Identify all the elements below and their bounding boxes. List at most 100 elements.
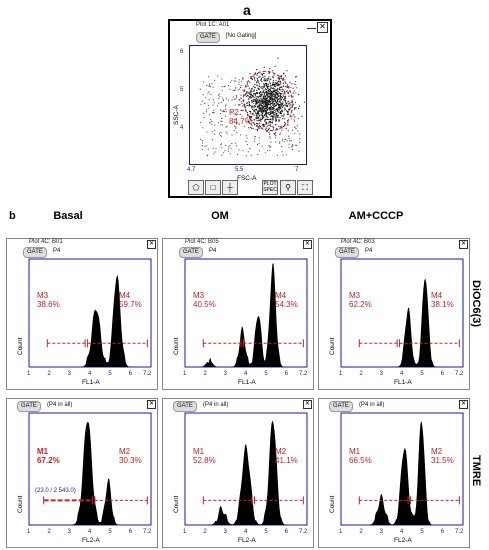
- histogram-window-dioc-am: Plot 4C: B03 GATE P4 ✕ 1 2 3 4 5 6 7.2 FL1-A Count M3…: [318, 238, 470, 390]
- rect-icon[interactable]: □: [205, 180, 221, 195]
- histogram-svg[interactable]: 1 2 3 4 5 6 7.2 FL2-A Count: [319, 399, 469, 547]
- marker-name: M3: [193, 291, 205, 301]
- xtick: 6: [285, 529, 289, 535]
- x-axis-label: FL1-A: [238, 379, 256, 386]
- xtick: 7.2: [299, 529, 308, 535]
- fit-icon[interactable]: ⛶: [297, 180, 313, 195]
- xtick: 6: [441, 529, 445, 535]
- quadrant-icon[interactable]: ┼: [222, 180, 238, 195]
- xtick: 7.2: [143, 529, 152, 535]
- xtick: 5: [264, 371, 268, 377]
- xtick: 2: [47, 371, 51, 377]
- gate-button[interactable]: GATE: [173, 401, 197, 412]
- panel-a-xticks: 4.7 5.5 7 FSC-A: [187, 167, 299, 182]
- close-icon[interactable]: ✕: [459, 240, 468, 249]
- close-icon[interactable]: ✕: [147, 240, 156, 249]
- close-icon[interactable]: ✕: [147, 400, 156, 409]
- xtick: 1: [183, 529, 187, 535]
- marker-name: M4: [275, 291, 287, 301]
- histogram-window-tmre-basal: GATE (P4 in all) ✕ 1 2 3 4 5 6 7.2 FL2-A Count M1 67.…: [6, 398, 158, 548]
- gate-button[interactable]: GATE: [335, 247, 359, 258]
- histogram-title: Plot 4C: B01: [29, 239, 63, 245]
- scatter-plot[interactable]: [189, 44, 307, 165]
- histogram-svg[interactable]: 1 2 3 4 5 6 7.2 FL1-A Count: [319, 239, 469, 389]
- gate-button[interactable]: GATE: [179, 247, 203, 258]
- xtick: 2: [203, 529, 207, 535]
- x-axis-label: FSC-A: [237, 175, 257, 182]
- xtick: 7.2: [455, 371, 464, 377]
- marker-pct: 38.6%: [37, 300, 60, 310]
- zoom-icon[interactable]: ⚲: [280, 180, 296, 195]
- histogram-svg[interactable]: 1 2 3 4 5 6 7.2 FL2-A Count: [7, 399, 157, 547]
- gate-button[interactable]: GATE: [23, 247, 47, 258]
- polygon-icon[interactable]: ⬠: [188, 180, 204, 195]
- xtick: 7: [295, 167, 299, 173]
- gate-button[interactable]: GATE: [17, 401, 41, 412]
- panel-a-yticks: 6 5 4 SSC-A: [173, 49, 184, 131]
- xtick: 1: [27, 529, 31, 535]
- close-icon[interactable]: ✕: [459, 400, 468, 409]
- y-axis-label: Count: [329, 495, 336, 513]
- xtick: 1: [183, 371, 187, 377]
- marker-pct: 41.1%: [275, 455, 298, 465]
- histogram-svg[interactable]: 1 2 3 4 5 6 7.2 FL1-A Count: [7, 239, 157, 389]
- left-marker-label: M3 62.2%: [349, 291, 372, 309]
- p2-gate-ellipse[interactable]: [237, 66, 299, 136]
- gate-value: P4: [365, 248, 373, 254]
- y-axis-label: Count: [17, 337, 24, 355]
- gate-value: (P4 in all): [359, 402, 385, 408]
- histogram-svg[interactable]: 1 2 3 4 5 6 7.2 FL2-A Count: [163, 399, 313, 547]
- xtick: 4.7: [187, 167, 196, 173]
- p2-gate-label: P2 84.7%: [229, 108, 252, 126]
- cursor-readout: (23.0 / 2 543.0): [35, 488, 76, 495]
- plot-frame: [184, 258, 308, 368]
- marker-name: M3: [37, 291, 49, 301]
- xtick: 6: [129, 529, 133, 535]
- xtick: 2: [47, 529, 51, 535]
- xtick: 1: [339, 529, 343, 535]
- xtick: 2: [359, 529, 363, 535]
- close-icon[interactable]: ✕: [303, 400, 312, 409]
- marker-pct: 52.8%: [193, 455, 216, 465]
- histogram-fill: [185, 420, 307, 525]
- column-title-om: OM: [211, 210, 229, 222]
- histogram-window-tmre-am: GATE (P4 in all) ✕ 1 2 3 4 5 6 7.2 FL2-A Count M1 66.…: [318, 398, 470, 548]
- y-axis-label: Count: [173, 337, 180, 355]
- xtick: 6: [441, 371, 445, 377]
- right-marker-label: M2 41.1%: [275, 447, 298, 465]
- histogram-svg[interactable]: 1 2 3 4 5 6 7.2 FL1-A Count: [163, 239, 313, 389]
- xtick: 3: [224, 371, 228, 377]
- histogram-title: Plot 4C: B05: [185, 239, 219, 245]
- marker-pct: 59.7%: [119, 300, 142, 310]
- gate-value: P4: [209, 248, 217, 254]
- x-axis-label: FL2-A: [394, 537, 412, 544]
- panel-a-window: Plot 1C: A01 ✕ GATE [No Gating] 6 5 4 SS…: [168, 19, 332, 198]
- gate-button[interactable]: GATE: [196, 32, 220, 43]
- xtick: 1: [27, 371, 31, 377]
- row-label-dioc: DiOC6(3): [470, 280, 482, 328]
- marker-name: M1: [37, 446, 49, 456]
- histogram-fill: [341, 420, 463, 525]
- y-axis-label: SSC-A: [173, 104, 180, 125]
- gate-value: P4: [53, 248, 61, 254]
- column-title-am-cccp: AM+CCCP: [348, 210, 404, 222]
- gate-button[interactable]: GATE: [329, 401, 353, 412]
- xtick: 5: [420, 529, 424, 535]
- close-icon[interactable]: ✕: [317, 22, 328, 33]
- xtick: 1: [339, 371, 343, 377]
- histogram-title: Plot 4C: B03: [341, 239, 375, 245]
- minimize-button[interactable]: [307, 22, 316, 29]
- xtick: 4: [400, 371, 404, 377]
- plot-spec-button[interactable]: PLOT SPEC: [262, 180, 278, 195]
- xtick: 3: [380, 529, 384, 535]
- marker-pct: 67.2%: [37, 455, 60, 465]
- xtick: 3: [68, 371, 72, 377]
- marker-name: M3: [349, 291, 361, 301]
- xtick: 4: [244, 371, 248, 377]
- close-icon[interactable]: ✕: [303, 240, 312, 249]
- marker-name: M4: [431, 291, 443, 301]
- histogram-fill: [29, 421, 151, 525]
- histogram-window-dioc-basal: Plot 4C: B01 GATE P4 ✕ 1 2 3 4 5 6 7.2 FL1-A Count M3…: [6, 238, 158, 390]
- ytick: 5: [180, 87, 184, 93]
- left-marker-label: M3 38.6%: [37, 291, 60, 309]
